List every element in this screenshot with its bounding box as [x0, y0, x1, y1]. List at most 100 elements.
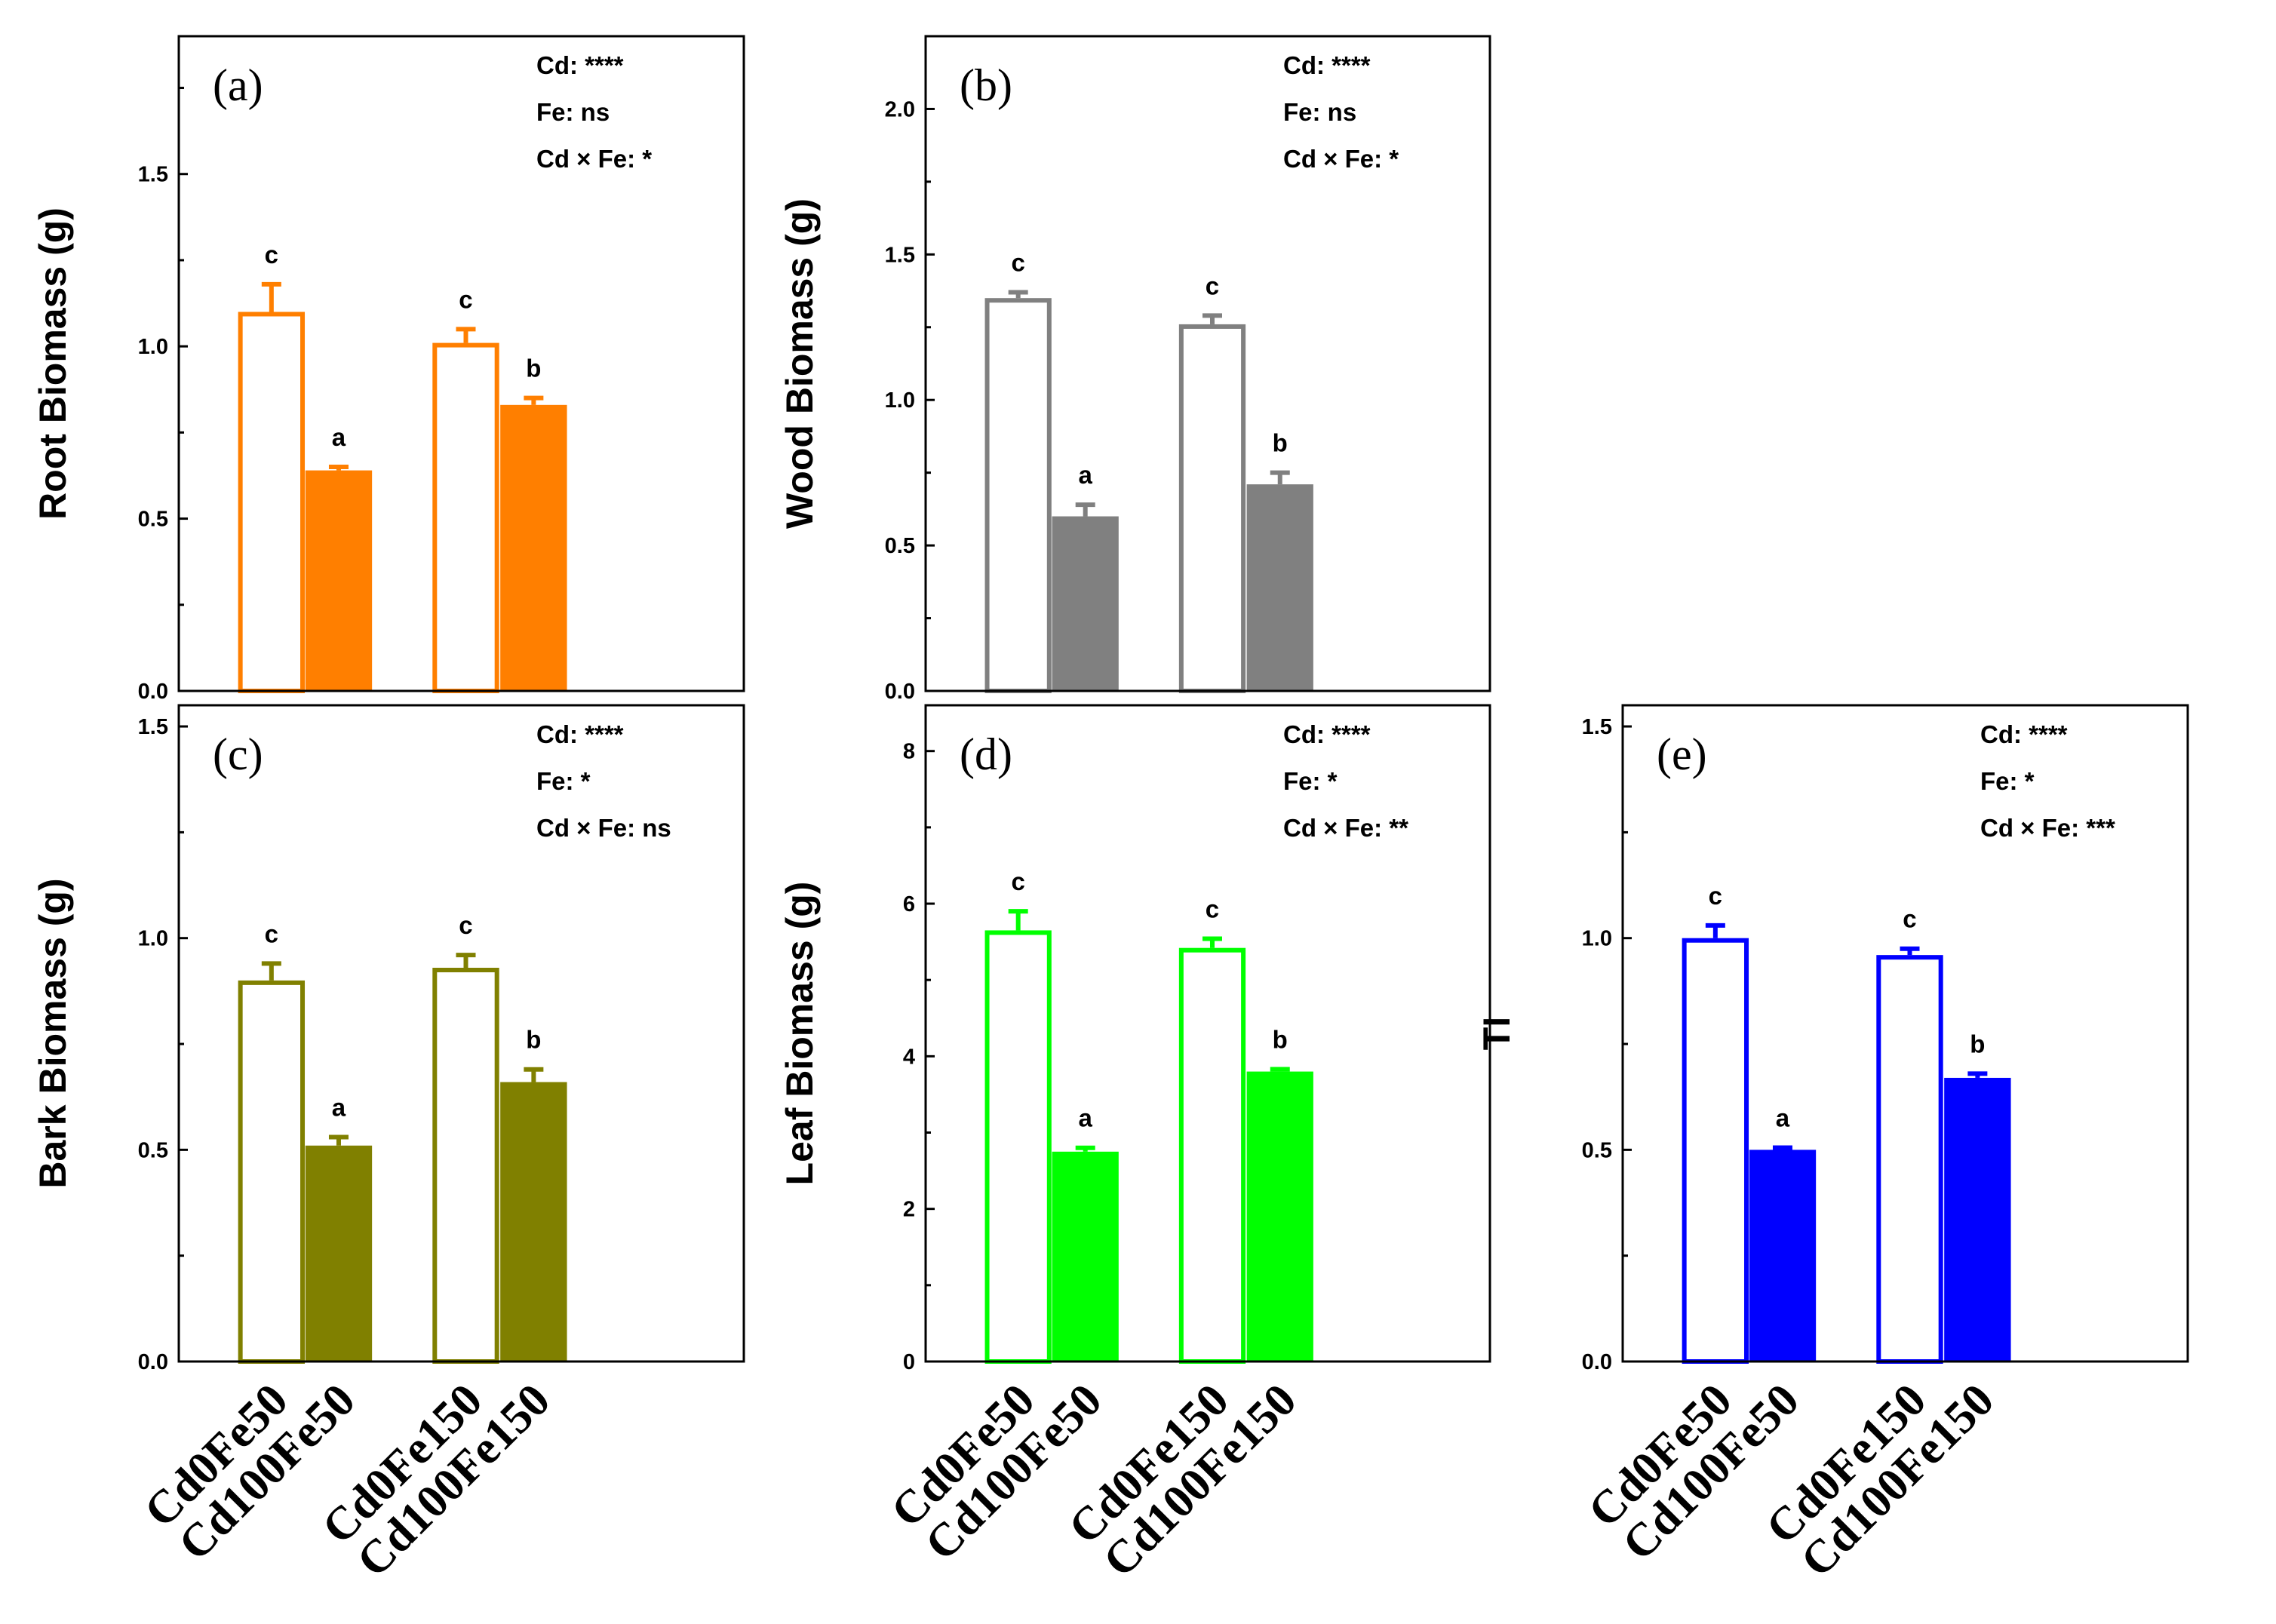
y-tick-label: 1.0 [1582, 927, 1612, 951]
y-tick-label: 2 [903, 1198, 915, 1222]
chart-panel-b: c a c b 0.0 0.5 1.0 1.5 2.0 Wood Biomass (g) (b) Cd… [779, 35, 1491, 704]
anova-stat: Fe: ns [536, 98, 610, 126]
y-axis-label: Root Biomass (g) [32, 207, 74, 520]
anova-stat: Cd: **** [1980, 720, 2068, 748]
significance-letter: b [526, 355, 541, 382]
error-bar [1202, 936, 1222, 948]
error-bar [1967, 1071, 1988, 1078]
bar-cd0fe50 [238, 980, 306, 1365]
chart-panel-a: c a c b 0.0 0.5 1.0 1.5 Root Biomass (g) (a) Cd: *… [32, 35, 745, 704]
significance-letter: c [265, 241, 278, 269]
anova-stat: Cd: **** [536, 51, 624, 79]
bar-cd100fe150 [500, 1082, 567, 1362]
anova-stat: Cd × Fe: *** [1980, 814, 2115, 842]
anova-stat: Cd × Fe: * [536, 145, 652, 173]
y-tick-label: 0.5 [138, 1138, 168, 1162]
y-tick-label: 8 [903, 740, 915, 764]
anova-stat: Cd × Fe: * [1283, 145, 1399, 173]
error-bar [1772, 1145, 1792, 1150]
chart-panel-c: c a c b 0.0 0.5 1.0 1.5 Bark Biomass (g) (c) Cd: *… [32, 704, 745, 1587]
error-bar [1270, 470, 1290, 485]
significance-letter: c [1011, 248, 1024, 276]
bar-cd0fe150 [1178, 324, 1246, 693]
y-tick-label: 4 [903, 1045, 915, 1069]
y-tick-label: 0.5 [1582, 1138, 1612, 1162]
chart-panel-d: c a c b 0 2 4 6 8 Leaf Biomass (g) (d) Cd: **** Fe: … [779, 704, 1491, 1587]
y-axis-label: Bark Biomass (g) [32, 878, 74, 1188]
significance-letter: c [1206, 272, 1219, 299]
y-tick-label: 0.5 [885, 534, 915, 558]
error-bar [456, 953, 476, 968]
bar-cd100fe50 [305, 1145, 373, 1362]
bar-cd0fe50 [984, 298, 1052, 693]
error-bar [524, 1067, 544, 1082]
bar-cd100fe150 [1246, 484, 1313, 691]
error-bar [328, 465, 349, 471]
bar-cd0fe150 [432, 342, 499, 693]
bar-cd100fe50 [305, 470, 373, 691]
panel-label: (b) [960, 60, 1012, 110]
significance-letter: a [1776, 1104, 1790, 1132]
bar-cd100fe150 [1246, 1071, 1313, 1362]
error-bar [261, 961, 281, 981]
y-tick-label: 0.0 [138, 680, 168, 704]
y-tick-label: 1.5 [1582, 715, 1612, 739]
significance-letter: a [332, 423, 346, 451]
error-bar [328, 1134, 349, 1146]
y-tick-label: 0.5 [138, 508, 168, 532]
anova-stat: Cd: **** [1283, 51, 1371, 79]
error-bar [1075, 1145, 1095, 1152]
panel-label: (a) [213, 60, 263, 110]
error-bar [1008, 290, 1028, 299]
y-tick-label: 1.0 [138, 927, 168, 951]
plot-frame [177, 704, 745, 1363]
significance-letter: a [1079, 461, 1093, 489]
bar-cd0fe50 [1682, 938, 1749, 1365]
plot-frame [924, 704, 1491, 1363]
significance-letter: a [332, 1094, 346, 1122]
error-bar [524, 395, 544, 405]
error-bar [1900, 946, 1920, 956]
bar-cd100fe50 [1052, 1151, 1119, 1362]
anova-stat: Fe: * [1283, 767, 1338, 795]
panel-label: (e) [1657, 729, 1707, 779]
significance-letter: c [1903, 905, 1916, 933]
y-tick-label: 1.0 [885, 388, 915, 413]
bar-cd100fe50 [1749, 1150, 1817, 1362]
error-bar [1270, 1067, 1290, 1072]
y-tick-label: 0.0 [885, 680, 915, 704]
error-bar [1202, 313, 1222, 324]
y-tick-label: 1.0 [138, 335, 168, 359]
y-tick-label: 6 [903, 892, 915, 916]
significance-letter: a [1079, 1104, 1093, 1132]
anova-stat: Fe: * [1980, 767, 2035, 795]
bar-cd100fe50 [1052, 516, 1119, 691]
error-bar [261, 281, 281, 312]
panel-label: (d) [960, 729, 1012, 779]
significance-letter: c [459, 285, 472, 313]
anova-stat: Cd: **** [1283, 720, 1371, 748]
bar-cd0fe150 [432, 968, 499, 1364]
significance-letter: b [1273, 1026, 1288, 1054]
y-tick-label: 0.0 [138, 1350, 168, 1374]
bar-cd0fe50 [984, 930, 1052, 1364]
anova-stat: Cd × Fe: ** [1283, 814, 1408, 842]
y-axis-label: Wood Biomass (g) [779, 198, 821, 529]
chart-panel-e: c a c b 0.0 0.5 1.0 1.5 TI (e) Cd: **** Fe: * Cd × F… [1476, 704, 2189, 1587]
significance-letter: c [1709, 882, 1722, 910]
bar-cd0fe150 [1876, 955, 1943, 1364]
bar-cd0fe150 [1178, 947, 1246, 1364]
plot-frame [1621, 704, 2189, 1363]
anova-stat: Fe: ns [1283, 98, 1356, 126]
significance-letter: b [526, 1026, 541, 1054]
y-axis-label: TI [1476, 1017, 1518, 1050]
y-tick-label: 1.5 [138, 163, 168, 187]
plot-frame [924, 35, 1491, 692]
anova-stat: Fe: * [536, 767, 591, 795]
error-bar [1075, 502, 1095, 517]
y-tick-label: 0.0 [1582, 1350, 1612, 1374]
plot-frame [177, 35, 745, 692]
significance-letter: b [1273, 429, 1288, 457]
y-tick-label: 2.0 [885, 97, 915, 121]
